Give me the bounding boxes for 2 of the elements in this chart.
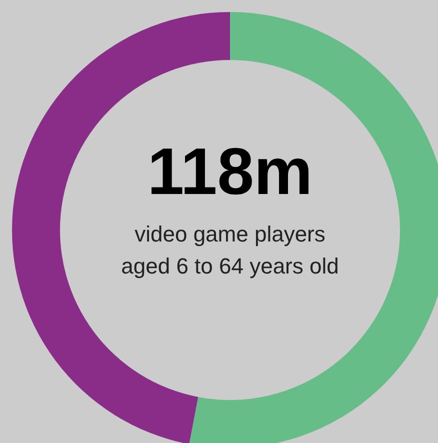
text: video game players aged 6 to 64 years old xyxy=(121,222,339,278)
text: 118m xyxy=(147,134,313,208)
